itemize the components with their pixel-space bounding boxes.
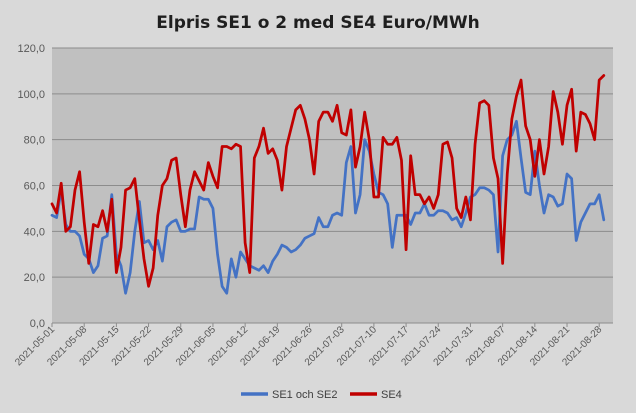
y-tick-label: 120,0 bbox=[17, 43, 45, 55]
legend-label-se1-och-se2: SE1 och SE2 bbox=[272, 389, 337, 401]
legend: SE1 och SE2 SE4 bbox=[241, 389, 402, 401]
chart-title: Elpris SE1 o 2 med SE4 Euro/MWh bbox=[156, 13, 480, 33]
y-tick-label: 20,0 bbox=[24, 272, 45, 284]
y-tick-label: 0,0 bbox=[30, 318, 45, 330]
y-axis: 0,0 20,0 40,0 60,0 80,0 100,0 120,0 bbox=[17, 43, 45, 330]
y-tick-label: 100,0 bbox=[17, 89, 45, 101]
x-axis: 2021-05-012021-05-082021-05-152021-05-22… bbox=[13, 322, 613, 368]
y-tick-label: 80,0 bbox=[24, 135, 45, 147]
series-line-se4 bbox=[50, 74, 606, 288]
legend-label-se4: SE4 bbox=[381, 389, 402, 401]
series bbox=[50, 74, 606, 295]
y-tick-label: 60,0 bbox=[24, 181, 45, 193]
y-tick-label: 40,0 bbox=[24, 226, 45, 238]
